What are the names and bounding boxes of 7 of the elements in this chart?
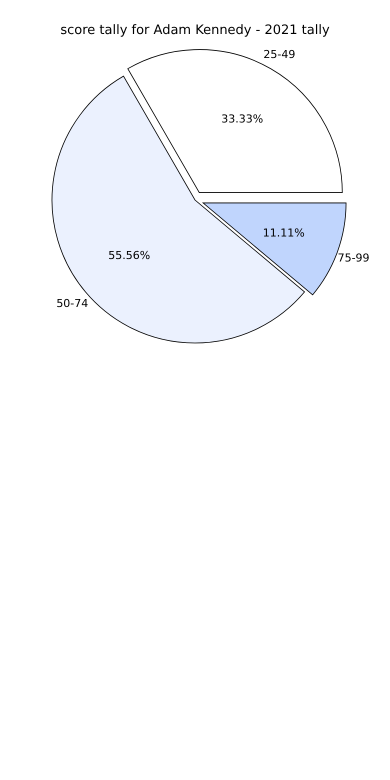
data-label: 33.33% bbox=[221, 112, 264, 126]
data-label: 55.56% bbox=[108, 249, 150, 262]
slice-label: 75-99 bbox=[338, 252, 370, 265]
slice-label: 25-49 bbox=[263, 48, 296, 61]
chart-title: score tally for Adam Kennedy - 2021 tally bbox=[60, 23, 330, 38]
data-label: 11.11% bbox=[262, 226, 305, 240]
slice-label: 50-74 bbox=[56, 296, 88, 310]
